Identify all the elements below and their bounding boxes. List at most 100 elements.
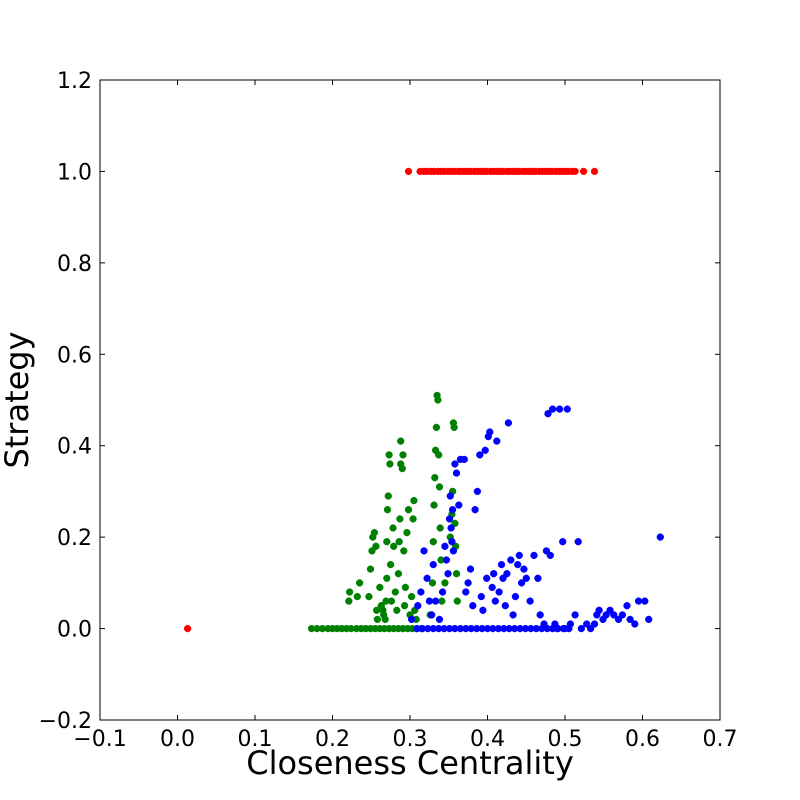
data-point	[540, 620, 548, 628]
data-point	[466, 565, 475, 573]
data-point	[436, 524, 444, 532]
y-axis-label: Strategy	[0, 331, 36, 468]
data-point	[460, 455, 468, 464]
data-point	[428, 579, 437, 587]
data-point	[526, 597, 534, 605]
data-point	[486, 428, 494, 436]
data-point	[515, 551, 523, 560]
data-point	[495, 588, 503, 596]
data-point	[391, 588, 399, 596]
data-point	[400, 547, 408, 555]
x-tick-label: 0.4	[470, 727, 505, 752]
data-point	[353, 592, 361, 601]
data-point	[404, 167, 413, 176]
data-point	[546, 551, 554, 560]
data-point	[453, 597, 461, 605]
data-point	[645, 615, 653, 624]
data-point	[410, 496, 418, 505]
data-point	[445, 515, 454, 523]
data-point	[566, 620, 575, 628]
data-point	[384, 492, 392, 500]
data-point	[395, 538, 403, 546]
data-point	[579, 167, 588, 176]
data-point	[462, 588, 470, 596]
plot-frame	[99, 79, 721, 721]
data-point	[431, 474, 439, 482]
data-point	[376, 583, 384, 592]
data-point	[517, 579, 526, 587]
data-point	[431, 597, 440, 605]
data-point	[559, 538, 567, 546]
x-tick-label: 0.6	[625, 727, 660, 752]
data-point	[509, 611, 517, 619]
data-point	[553, 624, 561, 633]
data-point	[447, 524, 455, 532]
x-tick-label: 0.7	[703, 727, 738, 752]
data-point	[450, 423, 458, 432]
data-point	[390, 542, 398, 550]
data-point	[429, 538, 437, 546]
data-point	[501, 602, 509, 610]
data-point	[425, 597, 434, 605]
data-point	[400, 602, 409, 610]
data-point	[555, 405, 564, 413]
data-point	[641, 597, 649, 605]
data-point	[430, 501, 438, 509]
data-point	[507, 556, 515, 564]
data-point	[386, 460, 394, 468]
data-point	[563, 405, 571, 413]
data-point	[483, 574, 491, 582]
data-point	[398, 464, 406, 473]
data-point	[383, 538, 391, 546]
data-point	[385, 451, 393, 459]
data-point	[590, 620, 599, 628]
y-tick-label: 0.2	[57, 526, 92, 551]
data-point	[488, 583, 496, 592]
data-point	[618, 611, 627, 619]
data-point	[435, 483, 444, 491]
data-point	[407, 615, 416, 624]
data-point	[429, 560, 437, 569]
data-point	[623, 602, 631, 610]
data-point	[420, 547, 428, 555]
data-point	[442, 556, 451, 564]
data-point	[481, 446, 489, 454]
data-point	[476, 451, 484, 459]
data-point	[451, 460, 459, 468]
data-point	[561, 624, 569, 633]
y-tick-label: −0.2	[39, 709, 92, 734]
y-tick-label: 0.8	[57, 252, 92, 277]
y-tick-label: 0.0	[57, 618, 92, 643]
data-point	[394, 570, 403, 578]
data-point	[595, 606, 603, 614]
data-point	[536, 611, 544, 619]
data-point	[455, 501, 463, 509]
data-point	[397, 437, 405, 445]
data-point	[386, 560, 395, 569]
data-point	[656, 533, 664, 541]
data-point	[370, 528, 379, 537]
data-point	[428, 611, 436, 619]
data-point	[409, 515, 417, 523]
data-point	[473, 487, 482, 496]
data-point	[438, 597, 446, 605]
data-point	[365, 592, 373, 601]
data-point	[444, 570, 452, 578]
y-tick-label: 1.2	[57, 69, 92, 94]
data-point	[574, 538, 582, 546]
data-point	[452, 570, 461, 578]
y-tick-label: 1.0	[57, 160, 92, 185]
data-point	[417, 588, 425, 596]
data-point	[441, 542, 449, 550]
data-point	[355, 579, 364, 587]
data-point	[389, 524, 397, 532]
x-tick-label: 0.5	[548, 727, 583, 752]
data-point	[493, 437, 501, 445]
data-point	[435, 615, 444, 624]
data-point	[441, 579, 449, 587]
data-point	[503, 570, 511, 578]
data-point	[438, 588, 447, 596]
data-point	[469, 602, 477, 610]
data-point	[511, 592, 520, 601]
